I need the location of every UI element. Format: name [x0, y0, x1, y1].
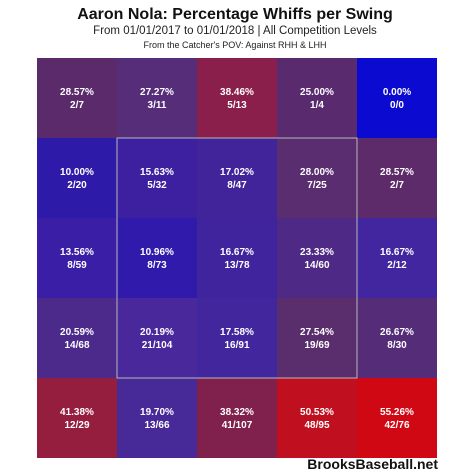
zone-count-label: 21/104	[142, 340, 173, 351]
zone-pct-label: 28.00%	[300, 167, 334, 178]
chart-subtitle: From 01/01/2017 to 01/01/2018 | All Comp…	[93, 25, 377, 37]
zone-cell	[117, 138, 197, 218]
zone-cell	[197, 138, 277, 218]
zone-cell	[357, 298, 437, 378]
zone-cell	[277, 378, 357, 458]
zone-pct-label: 19.70%	[140, 407, 174, 418]
zone-pct-label: 25.00%	[300, 87, 334, 98]
zone-cell	[357, 138, 437, 218]
zone-pct-label: 38.32%	[220, 407, 254, 418]
zone-pct-label: 38.46%	[220, 87, 254, 98]
zone-pct-label: 50.53%	[300, 407, 334, 418]
strike-zone-outline	[116, 137, 358, 379]
zone-cell	[197, 58, 277, 138]
zone-count-label: 16/91	[224, 340, 249, 351]
zone-pct-label: 10.00%	[60, 167, 94, 178]
zone-count-label: 19/69	[304, 340, 329, 351]
zone-count-label: 14/60	[304, 260, 329, 271]
zone-count-label: 2/7	[390, 180, 404, 191]
zone-pct-label: 16.67%	[380, 247, 414, 258]
zone-cell	[37, 218, 117, 298]
zone-pct-label: 17.02%	[220, 167, 254, 178]
zone-cell	[357, 218, 437, 298]
zone-cell	[117, 218, 197, 298]
zone-count-label: 12/29	[64, 420, 89, 431]
zone-pct-label: 17.58%	[220, 327, 254, 338]
zone-count-label: 5/13	[227, 100, 247, 111]
chart-title: Aaron Nola: Percentage Whiffs per Swing	[77, 6, 393, 23]
zone-pct-label: 26.67%	[380, 327, 414, 338]
chart-note: From the Catcher's POV: Against RHH & LH…	[143, 40, 327, 50]
zone-cell	[37, 138, 117, 218]
zone-cell	[37, 378, 117, 458]
zone-count-label: 8/73	[147, 260, 167, 271]
zone-count-label: 8/30	[387, 340, 407, 351]
zone-pct-label: 20.19%	[140, 327, 174, 338]
zone-cell	[277, 138, 357, 218]
zone-cell	[277, 58, 357, 138]
zone-count-label: 13/66	[144, 420, 169, 431]
zone-cell	[277, 218, 357, 298]
zone-count-label: 5/32	[147, 180, 167, 191]
zone-cell	[197, 218, 277, 298]
zone-cell	[197, 298, 277, 378]
zone-pct-label: 27.54%	[300, 327, 334, 338]
zone-count-label: 1/4	[310, 100, 324, 111]
zone-cell	[117, 378, 197, 458]
zone-cell	[117, 58, 197, 138]
zone-cell	[117, 298, 197, 378]
zone-pct-label: 28.57%	[60, 87, 94, 98]
zone-cell	[197, 378, 277, 458]
zone-count-label: 3/11	[148, 100, 167, 111]
zone-count-label: 2/20	[67, 180, 87, 191]
zone-pct-label: 0.00%	[383, 87, 411, 98]
zone-pct-label: 15.63%	[140, 167, 174, 178]
zone-cell	[357, 58, 437, 138]
zone-cell	[37, 58, 117, 138]
zone-cell	[277, 298, 357, 378]
zone-cell	[37, 298, 117, 378]
zone-count-label: 8/47	[227, 180, 247, 191]
zone-pct-label: 20.59%	[60, 327, 94, 338]
zone-pct-label: 27.27%	[140, 87, 174, 98]
zone-count-label: 7/25	[307, 180, 327, 191]
zone-count-label: 41/107	[222, 420, 253, 431]
zone-pct-label: 23.33%	[300, 247, 334, 258]
zone-count-label: 48/95	[304, 420, 329, 431]
zone-count-label: 14/68	[64, 340, 89, 351]
zone-pct-label: 16.67%	[220, 247, 254, 258]
zone-count-label: 13/78	[224, 260, 249, 271]
zone-pct-label: 28.57%	[380, 167, 414, 178]
zone-count-label: 8/59	[67, 260, 87, 271]
zone-count-label: 2/7	[70, 100, 84, 111]
zone-cell	[357, 378, 437, 458]
zone-count-label: 2/12	[387, 260, 407, 271]
zone-pct-label: 10.96%	[140, 247, 174, 258]
zone-count-label: 0/0	[390, 100, 404, 111]
zone-pct-label: 41.38%	[60, 407, 94, 418]
zone-pct-label: 55.26%	[380, 407, 414, 418]
zone-pct-label: 13.56%	[60, 247, 94, 258]
brooks-watermark: BrooksBaseball.net	[307, 456, 438, 472]
zone-count-label: 42/76	[384, 420, 409, 431]
